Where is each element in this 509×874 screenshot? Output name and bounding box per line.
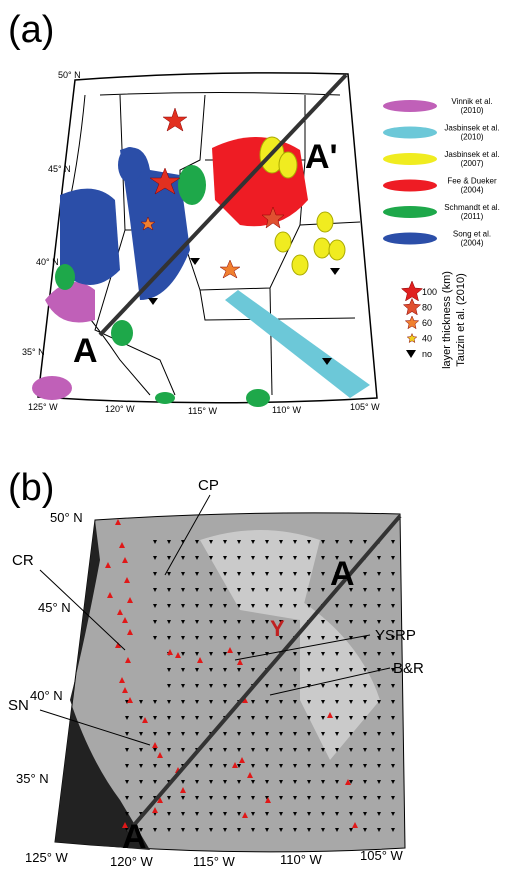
legend-symbol: [407, 334, 417, 343]
lat-label: 35° N: [22, 347, 45, 357]
region-label: CP: [198, 477, 219, 494]
legend-title: layer thickness (km): [441, 271, 453, 369]
lat-label: 40° N: [30, 688, 63, 703]
legend-symbol: [406, 350, 416, 358]
profile-start: A: [122, 818, 147, 856]
legend-swatch: [383, 100, 437, 112]
region-label: SN: [8, 697, 29, 714]
legend-label: Vinnik et al.: [451, 97, 492, 106]
legend-label: 80: [422, 303, 432, 313]
lon-label: 120° W: [105, 404, 135, 414]
legend-swatch: [383, 180, 437, 192]
lon-label: 110° W: [280, 852, 323, 867]
legend-label: Schmandt et al.: [444, 203, 500, 212]
lat-label: 45° N: [38, 600, 71, 615]
legend-label: Jasbinsek et al.: [444, 124, 499, 133]
lon-label: 125° W: [25, 850, 69, 865]
lat-label: 50° N: [58, 70, 81, 80]
lon-label: 105° W: [350, 402, 380, 412]
legend-label: Fee & Dueker: [447, 177, 497, 186]
lat-label: 35° N: [16, 771, 49, 786]
thickness-legend: layer thickness (km) Tauzin et al. (2010…: [402, 271, 468, 369]
legend-label: 40: [422, 334, 432, 344]
legend-swatch: [383, 206, 437, 218]
legend-symbol: [403, 299, 420, 315]
panel-label: (b): [8, 467, 54, 509]
lon-label: 115° W: [193, 854, 236, 869]
profile-end: A': [305, 138, 338, 176]
lon-label: 125° W: [28, 402, 58, 412]
lon-label: 105° W: [360, 848, 404, 863]
figure: (a) A A': [0, 0, 509, 869]
legend-label: 60: [422, 318, 432, 328]
lat-label: 45° N: [48, 164, 71, 174]
legend-symbol: [405, 316, 418, 329]
legend-swatch: [383, 153, 437, 165]
hotspot: Y: [270, 616, 285, 641]
legend: Vinnik et al.(2010)Jasbinsek et al.(2010…: [383, 97, 500, 248]
panel-label: (a): [8, 9, 54, 51]
legend-label: (2010): [460, 106, 483, 115]
legend-label: Song et al.: [453, 230, 491, 239]
legend-label: Jasbinsek et al.: [444, 150, 499, 159]
region-label: YSRP: [375, 627, 416, 644]
legend-swatch: [383, 127, 437, 139]
legend-label: (2010): [460, 133, 483, 142]
legend-label: no: [422, 349, 432, 359]
lon-label: 110° W: [272, 405, 301, 415]
lat-label: 50° N: [50, 510, 83, 525]
legend-swatch: [383, 233, 437, 245]
profile-start: A: [73, 332, 98, 370]
region-label: CR: [12, 552, 34, 569]
legend-label: (2007): [460, 159, 483, 168]
region-label: B&R: [393, 660, 424, 677]
profile-end: A: [330, 555, 355, 593]
legend-label: (2011): [461, 212, 484, 221]
lon-label: 115° W: [188, 406, 217, 416]
legend-label: (2004): [460, 239, 483, 248]
lon-label: 120° W: [110, 854, 154, 869]
lat-label: 40° N: [36, 257, 59, 267]
legend-label: 100: [422, 287, 437, 297]
legend-source: Tauzin et al. (2010): [455, 273, 467, 367]
legend-label: (2004): [460, 186, 483, 195]
